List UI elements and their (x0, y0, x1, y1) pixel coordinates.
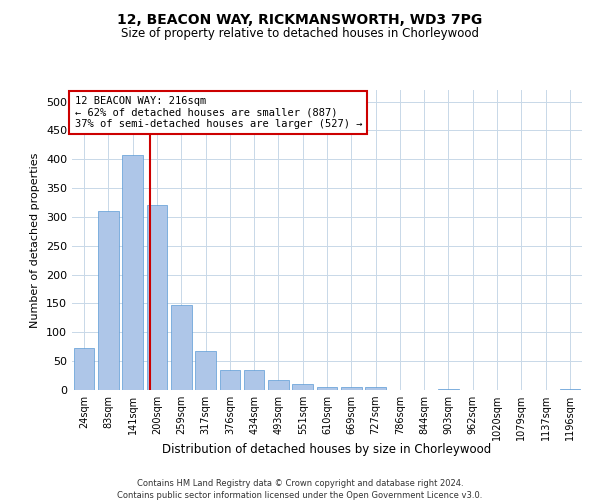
Y-axis label: Number of detached properties: Number of detached properties (31, 152, 40, 328)
Bar (195, 351, 216, 390)
Bar (146, 206, 167, 390)
Bar (244, 370, 265, 390)
Text: Distribution of detached houses by size in Chorleywood: Distribution of detached houses by size … (163, 442, 491, 456)
Text: 12, BEACON WAY, RICKMANSWORTH, WD3 7PG: 12, BEACON WAY, RICKMANSWORTH, WD3 7PG (118, 12, 482, 26)
Text: Contains HM Land Registry data © Crown copyright and database right 2024.: Contains HM Land Registry data © Crown c… (137, 479, 463, 488)
Text: 12 BEACON WAY: 216sqm
← 62% of detached houses are smaller (887)
37% of semi-det: 12 BEACON WAY: 216sqm ← 62% of detached … (74, 96, 362, 129)
Bar (220, 370, 240, 390)
Bar (268, 380, 289, 390)
Bar (438, 389, 459, 390)
Bar (317, 387, 337, 390)
Bar (560, 389, 580, 390)
Text: Contains public sector information licensed under the Open Government Licence v3: Contains public sector information licen… (118, 491, 482, 500)
Bar (98, 211, 119, 390)
Bar (365, 386, 386, 390)
Bar (122, 155, 143, 390)
Bar (341, 387, 362, 390)
Bar (292, 384, 313, 390)
Bar (74, 348, 94, 390)
Bar (171, 305, 191, 390)
Text: Size of property relative to detached houses in Chorleywood: Size of property relative to detached ho… (121, 28, 479, 40)
